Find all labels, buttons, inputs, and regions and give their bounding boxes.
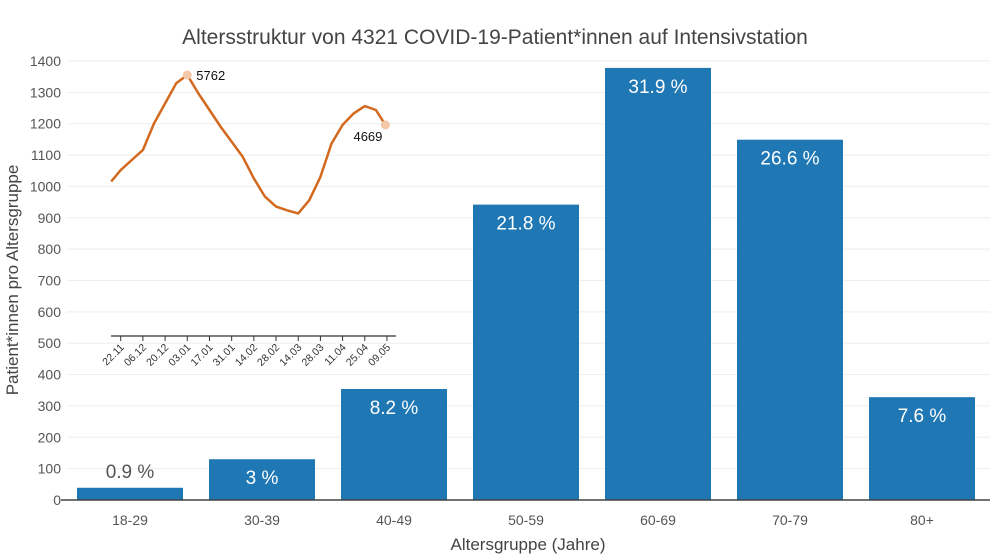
bar-data-label: 7.6 %: [898, 406, 947, 427]
bar-40-49: [341, 388, 447, 500]
x-tick-label: 30-39: [244, 512, 280, 528]
x-tick-label: 60-69: [640, 512, 676, 528]
inset-x-tick-label: 31.01: [211, 342, 238, 369]
inset-x-tick-label: 09.05: [366, 342, 393, 369]
y-tick-label: 1400: [30, 53, 61, 69]
inset-x-tick-label: 06.12: [122, 342, 149, 369]
bar-data-label: 21.8 %: [496, 214, 555, 235]
y-tick-label: 900: [38, 210, 62, 226]
y-axis-label: Patient*innen pro Altersgruppe: [3, 165, 22, 396]
y-tick-label: 200: [38, 429, 62, 445]
bar-30-39: [209, 459, 315, 500]
y-tick-label: 0: [53, 492, 61, 508]
bar-data-label: 0.9 %: [106, 462, 155, 483]
x-tick-label: 50-59: [508, 512, 544, 528]
inset-x-tick-label: 28.02: [255, 342, 282, 369]
bar-70-79: [737, 139, 843, 500]
y-tick-label: 100: [38, 461, 62, 477]
inset-x-tick-label: 17.01: [189, 342, 216, 369]
y-tick-label: 1300: [30, 84, 61, 100]
x-axis-label: Altersgruppe (Jahre): [451, 535, 606, 554]
x-tick-label: 18-29: [112, 512, 148, 528]
x-tick-label: 80+: [910, 512, 934, 528]
x-tick-label: 40-49: [376, 512, 412, 528]
y-tick-label: 800: [38, 241, 62, 257]
inset-x-tick-label: 22.11: [100, 342, 127, 369]
y-tick-label: 1200: [30, 116, 61, 132]
chart-title: Altersstruktur von 4321 COVID-19-Patient…: [182, 26, 808, 49]
bar-50-59: [473, 204, 579, 500]
inset-marker: [182, 70, 192, 80]
inset-line: [110, 73, 387, 215]
inset-x-tick-label: 28.03: [299, 342, 326, 369]
bar-60-69: [605, 67, 711, 501]
x-tick-label: 70-79: [772, 512, 808, 528]
inset-x-tick-label: 20.12: [144, 342, 171, 369]
bar-data-label: 26.6 %: [760, 149, 819, 170]
y-tick-label: 500: [38, 335, 62, 351]
bar-80+: [869, 397, 975, 500]
y-tick-label: 300: [38, 398, 62, 414]
bar-data-label: 31.9 %: [628, 77, 687, 98]
inset-x-tick-label: 03.01: [166, 342, 193, 369]
y-tick-label: 600: [38, 304, 62, 320]
inset-annotation: 4669: [353, 129, 382, 144]
y-tick-label: 700: [38, 273, 62, 289]
inset-annotation: 5762: [196, 68, 225, 83]
y-tick-label: 400: [38, 367, 62, 383]
bar-data-label: 8.2 %: [370, 398, 419, 419]
inset-marker: [380, 120, 390, 130]
inset-x-tick-label: 14.03: [277, 342, 304, 369]
y-tick-label: 1100: [31, 147, 61, 163]
inset-x-tick-label: 11.04: [322, 342, 349, 369]
bar-data-label: 3 %: [246, 468, 279, 489]
bar-18-29: [77, 487, 183, 500]
inset-x-tick-label: 25.04: [344, 342, 371, 369]
y-tick-label: 1000: [30, 178, 61, 194]
inset-x-tick-label: 14.02: [233, 342, 260, 369]
